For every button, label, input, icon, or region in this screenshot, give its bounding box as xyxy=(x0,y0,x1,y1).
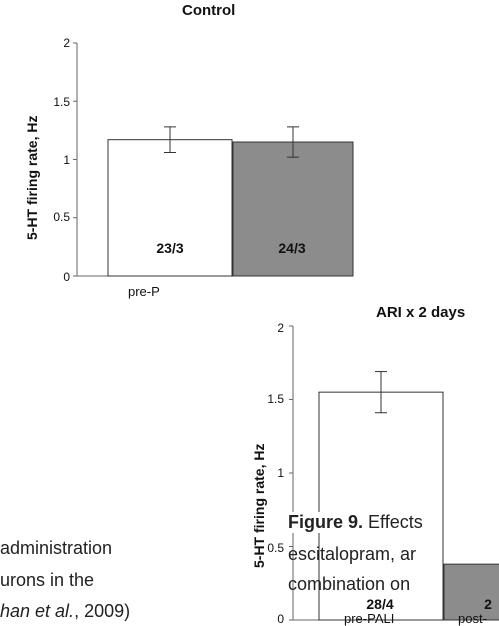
caption-citation-year: , 2009) xyxy=(74,601,131,621)
caption-left-line-3: han et al., 2009) xyxy=(0,601,130,622)
chart-control-title: Control xyxy=(182,2,236,19)
caption-figure-line-1: Figure 9. Effects xyxy=(288,512,423,533)
chart-ari-bar-0 xyxy=(318,391,444,621)
chart-ari-bar-1 xyxy=(443,563,499,621)
caption-left-line-2: urons in the xyxy=(0,570,95,590)
chart-ari-title: ARI x 2 days xyxy=(376,304,466,321)
chart-ari-category-0: pre-PALI xyxy=(344,611,395,626)
figure-label: Figure 9. xyxy=(288,512,364,532)
chart-ari-ytick-3: 1.5 xyxy=(267,392,284,406)
chart-ari-ytick-1: 0.5 xyxy=(267,541,284,555)
chart-control-category-0: pre-P xyxy=(128,284,160,299)
chart-control-bar-0 xyxy=(107,139,233,277)
chart-ari-bar-label-0: 28/4 xyxy=(366,596,394,612)
chart-ari-category-1: post- xyxy=(458,611,487,626)
chart-control-bar-label-0: 23/3 xyxy=(156,240,184,256)
caption-figure-line-3: combination on xyxy=(288,574,411,594)
chart-control-ytick-3: 1.5 xyxy=(53,95,70,109)
chart-control-ytick-0: 0 xyxy=(63,270,70,284)
chart-control-ytick-1: 0.5 xyxy=(53,210,70,224)
chart-control-bar-1 xyxy=(232,141,354,277)
chart-ari-bar-label-1: 2 xyxy=(484,596,492,612)
caption-figure-text: Effects xyxy=(363,512,423,532)
chart-ari-ytick-2: 1 xyxy=(277,466,284,480)
chart-ari-ytick-0: 0 xyxy=(277,612,284,626)
chart-ari-ytick-4: 2 xyxy=(277,321,284,335)
chart-control-ytick-2: 1 xyxy=(63,153,70,167)
chart-control-bar-label-1: 24/3 xyxy=(278,240,306,256)
caption-citation-author: han et al. xyxy=(0,601,75,621)
caption-figure-line-2: escitalopram, ar xyxy=(288,544,417,564)
caption-left-line-1: administration xyxy=(0,538,113,558)
chart-control-ytick-4: 2 xyxy=(63,36,70,50)
